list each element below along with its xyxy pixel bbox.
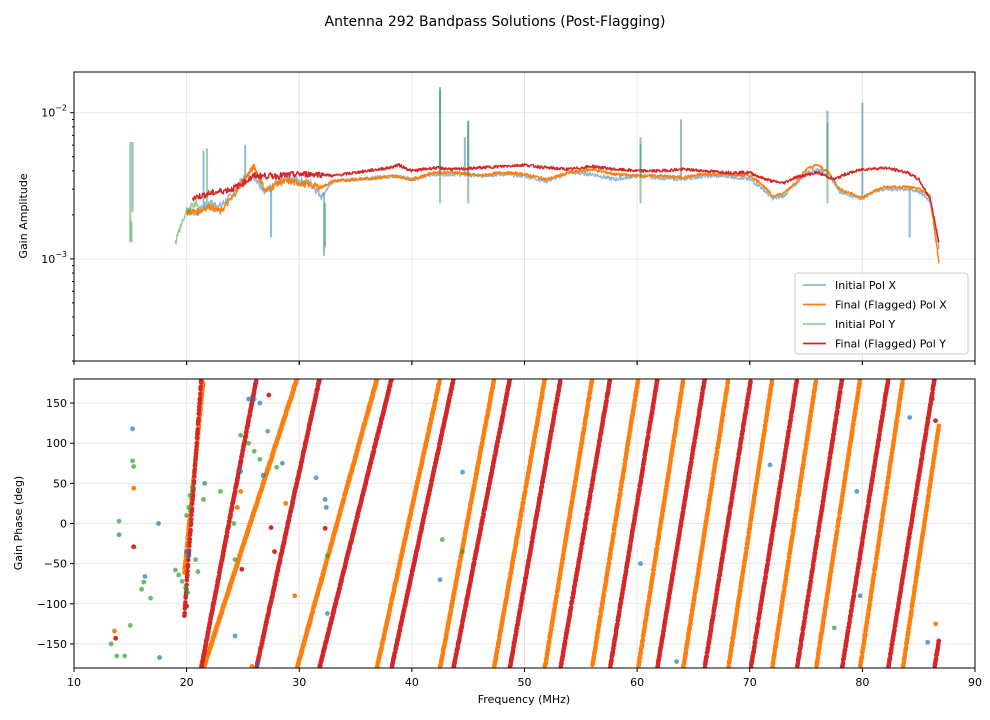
phase-dot <box>194 440 200 446</box>
phase-dot <box>589 379 595 383</box>
phase-dot <box>185 562 191 568</box>
phase-dot <box>195 427 201 432</box>
phase-dot <box>182 610 187 616</box>
phase-dot <box>186 557 191 563</box>
phase-dot <box>188 527 193 533</box>
phase-dot <box>389 379 394 383</box>
phase-dot <box>507 379 512 383</box>
legend: Initial Pol X Final (Flagged) Pol X Initia… <box>794 272 969 355</box>
phase-dot <box>557 379 563 384</box>
legend-label: Initial Pol X <box>835 279 896 292</box>
phase-series <box>108 379 942 668</box>
phase-dot <box>437 379 443 382</box>
amplitude-y-axis-label: Gain Amplitude <box>17 173 30 258</box>
legend-label: Initial Pol Y <box>835 318 895 331</box>
amplitude-y-tick-label: 10−2 <box>41 104 67 120</box>
phase-dot <box>253 379 259 384</box>
phase-dot <box>189 517 194 522</box>
phase-dot <box>491 379 497 384</box>
phase-dot <box>813 379 819 385</box>
phase-dot <box>192 467 198 472</box>
phase-dot <box>196 416 201 421</box>
amplitude-series <box>129 87 940 264</box>
amplitude-line-final-flagged-pol-y <box>191 162 940 243</box>
amplitude-line-initial-pol-y <box>174 200 199 245</box>
phase-dot <box>317 379 322 383</box>
phase-dot <box>795 498 801 504</box>
phase-dot <box>191 474 197 479</box>
phase-dot <box>197 391 203 397</box>
phase-dot <box>185 568 190 574</box>
legend-label: Final (Flagged) Pol Y <box>835 338 946 351</box>
phase-dot <box>900 379 905 383</box>
phase-dot <box>635 379 641 384</box>
phase-dot <box>493 655 499 661</box>
phase-dot <box>725 379 731 384</box>
phase-dot <box>936 423 942 429</box>
amplitude-ticks: 10−3 10−2 <box>41 104 976 365</box>
phase-dot <box>191 479 197 484</box>
phase-dot <box>451 379 456 382</box>
phase-dot <box>294 379 299 382</box>
phase-dot <box>192 461 198 466</box>
phase-dot <box>198 384 204 389</box>
phase-dot <box>451 590 457 596</box>
phase-dot <box>374 379 380 382</box>
figure-title: Antenna 292 Bandpass Solutions (Post-Fla… <box>325 14 666 30</box>
legend-box <box>794 272 969 355</box>
legend-label: Final (Flagged) Pol X <box>835 299 947 312</box>
amplitude-y-tick-label: 10−3 <box>41 250 67 266</box>
phase-dot <box>197 395 203 401</box>
amplitude-panel: 10−3 10−2 Gain Amplitude Initial Pol X Fin… <box>17 71 976 365</box>
amplitude-line-final-flagged-pol-x <box>185 163 940 264</box>
phase-dot <box>187 536 193 542</box>
